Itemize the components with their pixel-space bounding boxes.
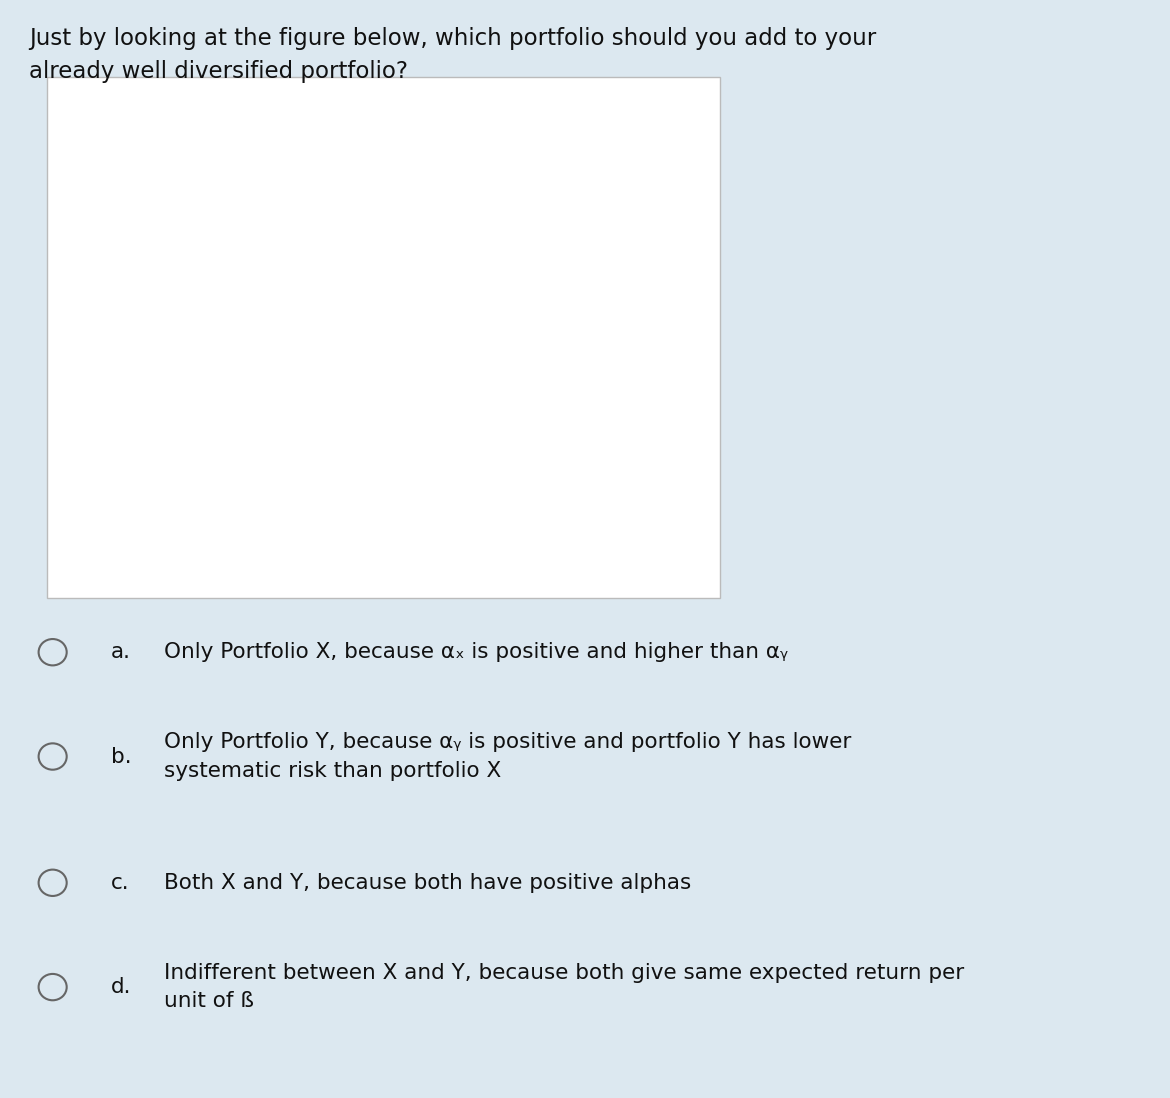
Text: already well diversified portfolio?: already well diversified portfolio? — [29, 60, 408, 83]
Text: Both X and Y, because both have positive alphas: Both X and Y, because both have positive… — [164, 873, 691, 893]
Text: M: M — [488, 332, 503, 349]
Text: unit of ß: unit of ß — [164, 991, 254, 1011]
Text: Indifferent between X and Y, because both give same expected return per: Indifferent between X and Y, because bot… — [164, 963, 964, 983]
Text: β: β — [679, 541, 691, 561]
Text: a.: a. — [111, 642, 131, 662]
Text: d.: d. — [111, 977, 132, 997]
Text: systematic risk than portfolio X: systematic risk than portfolio X — [164, 761, 501, 781]
Text: X: X — [484, 205, 497, 224]
Text: $r_f$: $r_f$ — [69, 371, 84, 390]
Text: Y: Y — [312, 299, 323, 316]
Text: E(r): E(r) — [95, 139, 128, 157]
Text: c.: c. — [111, 873, 130, 893]
Point — [464, 304, 483, 322]
Text: Just by looking at the figure below, which portfolio should you add to your: Just by looking at the figure below, whi… — [29, 27, 876, 51]
Point — [287, 315, 305, 333]
Point — [531, 227, 550, 245]
Text: Only Portfolio X, because αₓ is positive and higher than αᵧ: Only Portfolio X, because αₓ is positive… — [164, 642, 787, 662]
Point — [131, 372, 150, 390]
Text: Only Portfolio Y, because αᵧ is positive and portfolio Y has lower: Only Portfolio Y, because αᵧ is positive… — [164, 732, 851, 752]
Text: b.: b. — [111, 747, 132, 766]
